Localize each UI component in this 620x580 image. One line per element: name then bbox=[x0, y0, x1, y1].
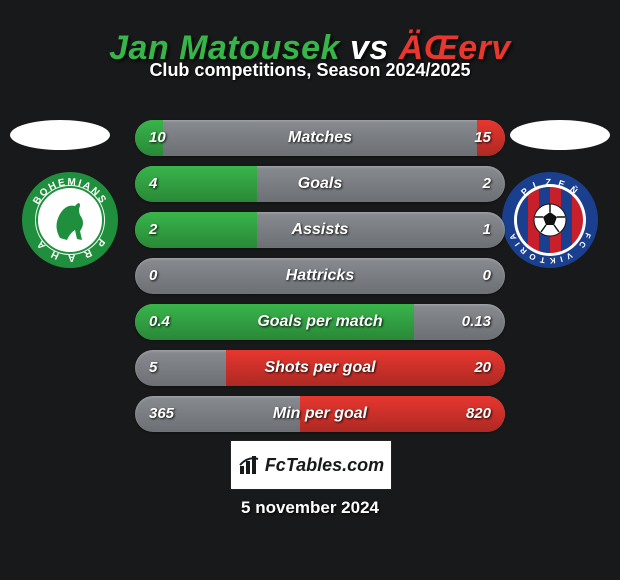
comparison-card: Jan Matousek vs ÄŒerv Club competitions,… bbox=[0, 0, 620, 580]
stat-row: 42Goals bbox=[135, 166, 505, 202]
stat-label: Assists bbox=[135, 212, 505, 248]
player-disc-right bbox=[510, 120, 610, 150]
stat-row: 365820Min per goal bbox=[135, 396, 505, 432]
footer-logo: FcTables.com bbox=[230, 440, 392, 490]
stat-bars: 1015Matches 42Goals 21Assists 00Hattricks 0.… bbox=[135, 120, 505, 442]
stat-row: 21Assists bbox=[135, 212, 505, 248]
club-badge-left: BOHEMIANS P R A H A bbox=[20, 170, 120, 270]
bars-icon bbox=[238, 454, 262, 476]
subtitle: Club competitions, Season 2024/2025 bbox=[0, 60, 620, 81]
stat-row: 1015Matches bbox=[135, 120, 505, 156]
stat-label: Goals per match bbox=[135, 304, 505, 340]
stat-row: 520Shots per goal bbox=[135, 350, 505, 386]
stat-label: Hattricks bbox=[135, 258, 505, 294]
player-disc-left bbox=[10, 120, 110, 150]
stat-label: Matches bbox=[135, 120, 505, 156]
club-badge-right: P L Z E Ň F C V I K T O R I A bbox=[500, 170, 600, 270]
footer-logo-text: FcTables.com bbox=[265, 455, 384, 476]
stat-label: Shots per goal bbox=[135, 350, 505, 386]
date-line: 5 november 2024 bbox=[0, 498, 620, 518]
stat-label: Goals bbox=[135, 166, 505, 202]
stat-row: 0.40.13Goals per match bbox=[135, 304, 505, 340]
stat-label: Min per goal bbox=[135, 396, 505, 432]
stat-row: 00Hattricks bbox=[135, 258, 505, 294]
